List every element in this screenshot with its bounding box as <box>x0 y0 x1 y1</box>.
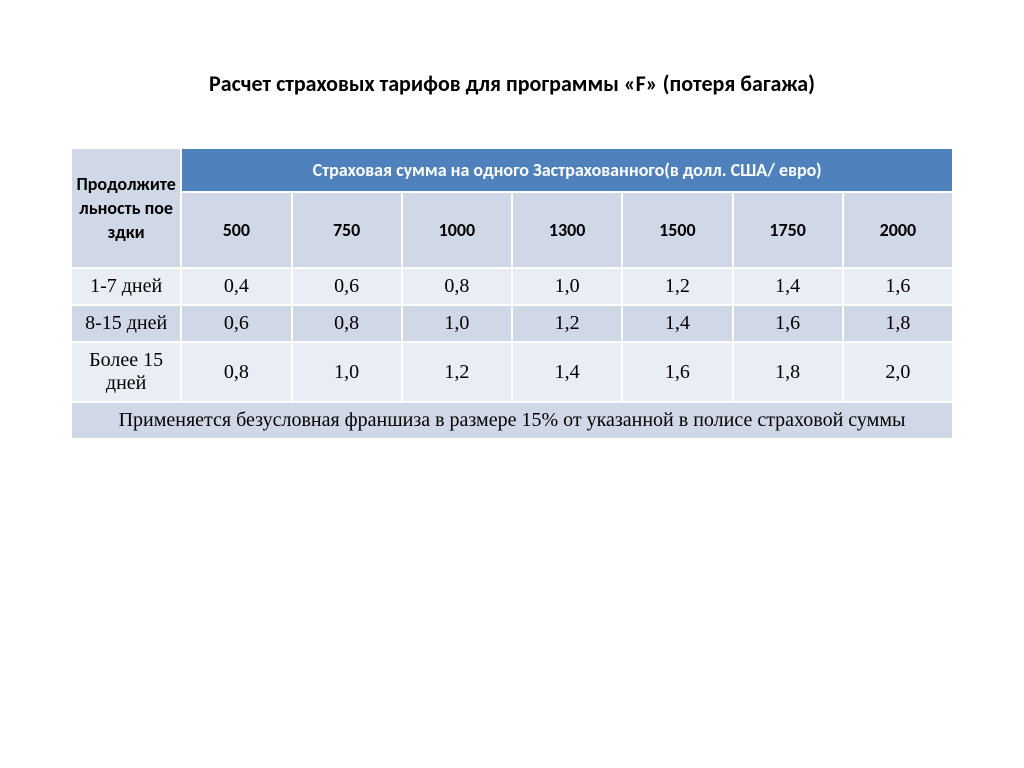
table-cell: 0,8 <box>402 268 512 305</box>
row-label: Более 15 дней <box>71 342 181 402</box>
table-cell: 1,6 <box>733 305 843 342</box>
page-title: Расчет страховых тарифов для программы «… <box>70 70 954 97</box>
table-cell: 0,6 <box>292 268 402 305</box>
table-cell: 0,8 <box>292 305 402 342</box>
col-header: 500 <box>181 192 291 268</box>
col-header: 2000 <box>843 192 953 268</box>
table-cell: 1,6 <box>843 268 953 305</box>
table-cell: 0,6 <box>181 305 291 342</box>
table-cell: 0,4 <box>181 268 291 305</box>
table-cell: 1,4 <box>622 305 732 342</box>
table-row: 1-7 дней 0,4 0,6 0,8 1,0 1,2 1,4 1,6 <box>71 268 953 305</box>
table-cell: 1,0 <box>402 305 512 342</box>
table-row: 8-15 дней 0,6 0,8 1,0 1,2 1,4 1,6 1,8 <box>71 305 953 342</box>
col-header: 1300 <box>512 192 622 268</box>
table-cell: 1,8 <box>733 342 843 402</box>
corner-header: Продолжительность поездки <box>71 148 181 268</box>
tariff-table: Продолжительность поездки Страховая сумм… <box>70 147 954 440</box>
footnote-row: Применяется безусловная франшиза в разме… <box>71 402 953 439</box>
row-label: 8-15 дней <box>71 305 181 342</box>
row-label: 1-7 дней <box>71 268 181 305</box>
table-cell: 1,2 <box>622 268 732 305</box>
col-header: 1500 <box>622 192 732 268</box>
table-cell: 1,4 <box>512 342 622 402</box>
col-header: 750 <box>292 192 402 268</box>
col-header: 1750 <box>733 192 843 268</box>
col-header: 1000 <box>402 192 512 268</box>
table-cell: 0,8 <box>181 342 291 402</box>
table-cell: 1,0 <box>292 342 402 402</box>
table-cell: 1,0 <box>512 268 622 305</box>
table-row: Более 15 дней 0,8 1,0 1,2 1,4 1,6 1,8 2,… <box>71 342 953 402</box>
table-cell: 1,2 <box>402 342 512 402</box>
table-cell: 1,6 <box>622 342 732 402</box>
footnote-cell: Применяется безусловная франшиза в разме… <box>71 402 953 439</box>
table-cell: 2,0 <box>843 342 953 402</box>
table-cell: 1,8 <box>843 305 953 342</box>
table-cell: 1,2 <box>512 305 622 342</box>
span-header: Страховая сумма на одного Застрахованног… <box>181 148 953 192</box>
table-cell: 1,4 <box>733 268 843 305</box>
